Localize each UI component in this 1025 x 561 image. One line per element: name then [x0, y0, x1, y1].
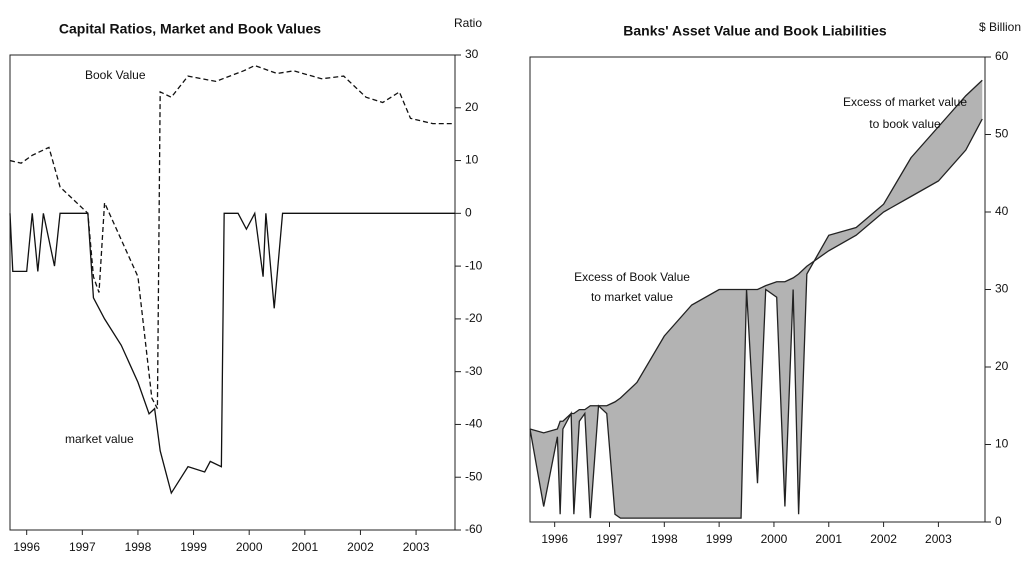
y-tick-label: 50 [995, 127, 1009, 141]
y-tick-label: 30 [465, 47, 479, 61]
x-tick-label: 1999 [180, 540, 207, 554]
annotation: Book Value [85, 68, 146, 82]
chart-title: Capital Ratios, Market and Book Values [59, 21, 321, 37]
y-tick-label: 10 [465, 153, 479, 167]
y-tick-label: -20 [465, 311, 483, 325]
x-tick-label: 2003 [403, 540, 430, 554]
y-axis-label: Ratio [454, 16, 482, 30]
x-tick-label: 2003 [925, 532, 952, 546]
x-tick-label: 1998 [651, 532, 678, 546]
x-tick-label: 2001 [815, 532, 842, 546]
y-tick-label: 30 [995, 282, 1009, 296]
chart-title: Banks' Asset Value and Book Liabilities [623, 23, 887, 39]
y-tick-label: 0 [465, 206, 472, 220]
x-tick-label: 2000 [236, 540, 263, 554]
annotation: to book value [869, 117, 941, 131]
annotation: to market value [591, 290, 673, 304]
y-tick-label: -40 [465, 417, 483, 431]
annotation: Excess of Book Value [574, 270, 690, 284]
series-line [9, 64, 455, 409]
shaded-band [530, 80, 983, 519]
series-line [529, 79, 983, 519]
y-tick-label: -60 [465, 522, 483, 536]
y-tick-label: -30 [465, 364, 483, 378]
x-tick-label: 1999 [706, 532, 733, 546]
y-tick-label: 60 [995, 49, 1009, 63]
x-tick-label: 1997 [596, 532, 623, 546]
x-tick-label: 2001 [291, 540, 318, 554]
y-tick-label: -50 [465, 469, 483, 483]
y-tick-label: 10 [995, 437, 1009, 451]
x-tick-label: 2002 [347, 540, 374, 554]
x-tick-label: 2000 [761, 532, 788, 546]
x-tick-label: 1997 [69, 540, 96, 554]
y-tick-label: 20 [465, 100, 479, 114]
x-tick-label: 1998 [125, 540, 152, 554]
y-tick-label: 0 [995, 514, 1002, 528]
x-tick-label: 2002 [870, 532, 897, 546]
y-axis-label: $ Billion [979, 20, 1021, 34]
y-tick-label: 20 [995, 359, 1009, 373]
y-tick-label: 40 [995, 204, 1009, 218]
series-line [529, 118, 983, 434]
x-tick-label: 1996 [541, 532, 568, 546]
plot-frame [9, 54, 456, 531]
x-tick-label: 1996 [13, 540, 40, 554]
annotation: Excess of market value [843, 95, 967, 109]
annotation: market value [65, 432, 134, 446]
y-tick-label: -10 [465, 258, 483, 272]
series-line [9, 211, 455, 495]
